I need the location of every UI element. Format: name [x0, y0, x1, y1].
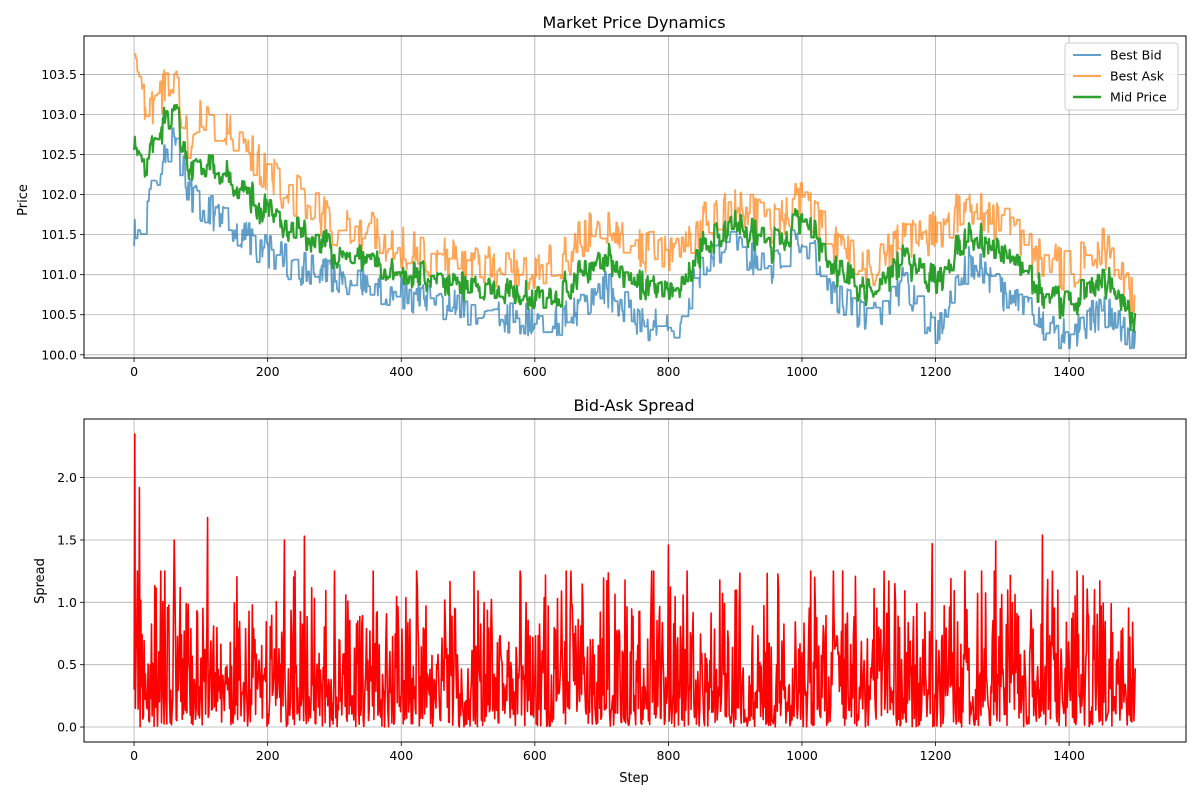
price-chart-x-tick-label: 1200 [920, 364, 952, 379]
price-chart-x-tick-label: 200 [256, 364, 280, 379]
spread-chart-y-axis-label: Spread [33, 558, 48, 604]
spread-chart-y-tick-label: 1.5 [57, 532, 77, 547]
spread-chart-y-tick-label: 2.0 [57, 470, 77, 485]
price-chart-y-axis-label: Price [16, 184, 31, 216]
price-chart-y-tick-label: 102.0 [41, 187, 77, 202]
spread-chart-series [133, 433, 1136, 728]
series-line-best-bid [133, 127, 1137, 350]
legend-label-best-ask: Best Ask [1110, 69, 1165, 84]
price-chart-title: Market Price Dynamics [542, 13, 725, 32]
price-chart-x-ticks: 0 200 400 600 800 1000 1200 1400 [130, 358, 1085, 379]
price-chart-y-tick-label: 102.5 [41, 147, 77, 162]
price-chart-x-tick-label: 400 [389, 364, 413, 379]
spread-chart-panel: Bid-Ask Spread 0 200 400 600 800 1000 1200 1400… [33, 396, 1187, 786]
series-line-mid-price [133, 103, 1137, 333]
price-chart-panel: Market Price Dynamics 0 200 400 600 800 1000 1… [16, 13, 1187, 379]
legend-box [1064, 42, 1179, 111]
price-chart-x-tick-label: 1000 [786, 364, 818, 379]
price-chart-y-tick-label: 101.5 [41, 227, 77, 242]
series-line-spread [133, 433, 1136, 728]
spread-chart-y-tick-label: 0.0 [57, 720, 77, 735]
spread-chart-y-tick-label: 0.5 [57, 657, 77, 672]
spread-chart-x-axis-label: Step [619, 771, 649, 786]
spread-chart-x-tick-label: 600 [523, 748, 547, 763]
price-chart-grid [84, 36, 1186, 358]
spread-chart-x-tick-label: 200 [256, 748, 280, 763]
spread-chart-x-tick-label: 0 [130, 748, 138, 763]
price-chart-y-tick-label: 101.0 [41, 267, 77, 282]
spread-chart-x-tick-label: 400 [389, 748, 413, 763]
spread-chart-y-ticks: 0.0 0.5 1.0 1.5 2.0 [57, 470, 84, 735]
price-chart-x-tick-label: 1400 [1053, 364, 1085, 379]
price-chart-frame [83, 35, 1187, 359]
price-chart-x-tick-label: 0 [130, 364, 138, 379]
price-chart-y-tick-label: 103.0 [41, 107, 77, 122]
price-chart-y-tick-label: 100.5 [41, 307, 77, 322]
spread-chart-x-tick-label: 1400 [1053, 748, 1085, 763]
spread-chart-x-tick-label: 800 [656, 748, 680, 763]
spread-chart-x-tick-label: 1000 [786, 748, 818, 763]
spread-chart-x-tick-label: 1200 [920, 748, 952, 763]
spread-chart-frame [83, 418, 1187, 743]
series-line-best-ask [133, 53, 1136, 316]
price-chart-y-ticks: 100.0 100.5 101.0 101.5 102.0 102.5 103.0 103.5 [41, 67, 84, 362]
price-chart-legend: Best Bid Best Ask Mid Price [1064, 42, 1179, 111]
legend-label-best-bid: Best Bid [1110, 48, 1162, 63]
spread-chart-y-tick-label: 1.0 [57, 595, 77, 610]
price-chart-series [133, 53, 1137, 350]
price-chart-x-tick-label: 600 [523, 364, 547, 379]
spread-chart-title: Bid-Ask Spread [574, 396, 695, 415]
legend-label-mid-price: Mid Price [1110, 90, 1167, 105]
price-chart-y-tick-label: 103.5 [41, 67, 77, 82]
price-chart-y-tick-label: 100.0 [41, 347, 77, 362]
spread-chart-x-ticks: 0 200 400 600 800 1000 1200 1400 [130, 742, 1085, 763]
price-chart-x-tick-label: 800 [656, 364, 680, 379]
